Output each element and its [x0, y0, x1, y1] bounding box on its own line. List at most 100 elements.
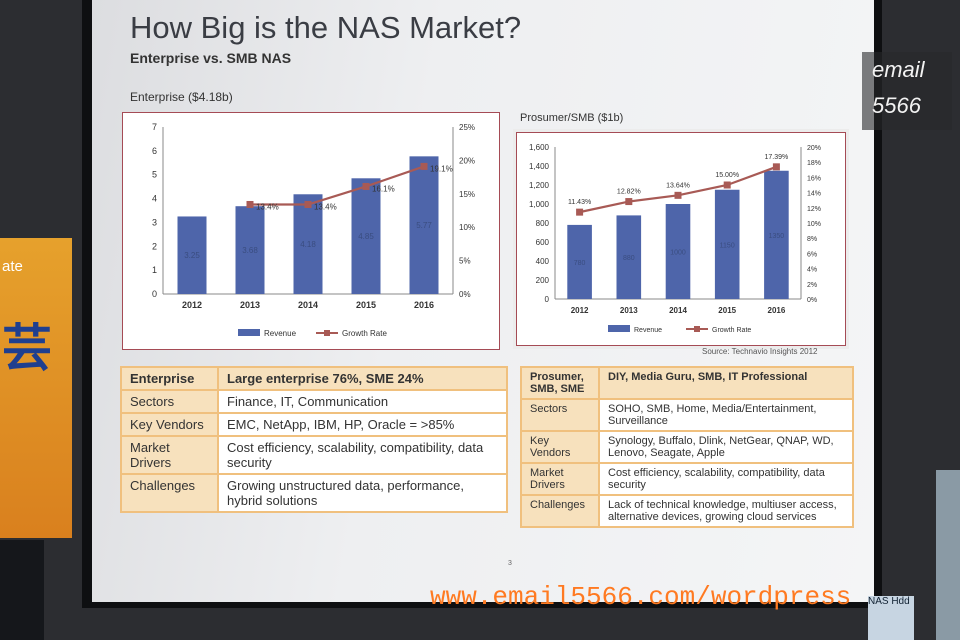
email-watermark: email 5566: [862, 52, 952, 130]
y2-tick-label: 8%: [807, 236, 817, 243]
smb-table-row-label: Challenges: [520, 494, 600, 528]
revenue-bar: [714, 189, 740, 299]
background-book: NAS Hdd: [868, 596, 914, 640]
bar-value-label: 3.25: [184, 251, 200, 260]
enterprise-table-row-label: Challenges: [120, 473, 219, 513]
x-tick-label: 2012: [182, 300, 202, 310]
y2-tick-label: 18%: [807, 160, 821, 167]
y2-tick-label: 16%: [807, 175, 821, 182]
enterprise-chart: 0 1 2 3 4 5 6 7 0% 5% 10% 15% 20% 25% 3.25 2012 3.68 2013…: [122, 112, 500, 350]
revenue-bar: [409, 156, 439, 294]
x-tick-label: 2013: [240, 300, 260, 310]
chart-svg: 0 200 400 600 800 1,000 1,200 1,400 1,600 0% 2% 4% 6…: [529, 143, 821, 334]
source-note: Source: Technavio Insights 2012: [702, 347, 818, 356]
revenue-bar: [293, 194, 323, 294]
background-object: [936, 470, 960, 640]
slide: How Big is the NAS Market? Enterprise vs…: [92, 0, 874, 602]
growth-rate-marker: [246, 200, 254, 208]
enterprise-table-row: Sectors Finance, IT, Communication: [120, 389, 508, 414]
enterprise-table-row: Challenges Growing unstructured data, per…: [120, 473, 508, 513]
y2-tick-label: 10%: [459, 223, 475, 232]
x-tick-label: 2012: [571, 306, 589, 315]
y-tick-label: 800: [536, 219, 550, 228]
x-tick-label: 2015: [356, 300, 376, 310]
x-tick-label: 2014: [669, 306, 687, 315]
bar-value-label: 1000: [670, 250, 686, 257]
y2-tick-label: 4%: [807, 267, 817, 274]
growth-rate-label: 16.1%: [372, 184, 395, 193]
legend-revenue-label: Revenue: [634, 327, 662, 334]
bar-value-label: 1350: [769, 233, 785, 240]
y-tick-label: 1,000: [529, 200, 550, 209]
growth-rate-label: 13.64%: [666, 182, 690, 189]
x-tick-label: 2016: [414, 300, 434, 310]
enterprise-table-row-label: Key Vendors: [120, 412, 219, 437]
enterprise-table-row-label: Sectors: [120, 389, 219, 414]
y2-tick-label: 14%: [807, 191, 821, 198]
smb-table-row: Challenges Lack of technical knowledge, m…: [520, 494, 854, 528]
enterprise-table-row-label: Market Drivers: [120, 435, 219, 475]
background-banner: ate 芸: [0, 238, 72, 538]
y2-tick-label: 2%: [807, 282, 817, 289]
x-tick-label: 2015: [718, 306, 736, 315]
smb-table-row-label: Key Vendors: [520, 430, 600, 464]
smb-table-row-label: Market Drivers: [520, 462, 600, 496]
y-tick-label: 400: [536, 257, 550, 266]
y-tick-label: 600: [536, 238, 550, 247]
growth-rate-marker: [625, 198, 633, 206]
enterprise-table-row-value: Large enterprise 76%, SME 24%: [217, 366, 508, 391]
x-tick-label: 2016: [768, 306, 786, 315]
revenue-bar: [616, 215, 642, 299]
y2-tick-label: 0%: [807, 297, 817, 304]
growth-rate-label: 17.39%: [765, 154, 789, 161]
legend-revenue-swatch: [608, 325, 630, 332]
x-tick-label: 2014: [298, 300, 318, 310]
legend-revenue-label: Revenue: [264, 329, 297, 338]
revenue-bar: [235, 206, 265, 294]
bar-value-label: 4.85: [358, 232, 374, 241]
banner-glyph: 芸: [2, 319, 52, 377]
y2-tick-label: 0%: [459, 290, 471, 299]
enterprise-table: Enterprise Large enterprise 76%, SME 24% S…: [120, 366, 508, 513]
revenue-bar: [351, 178, 381, 294]
growth-rate-marker: [576, 208, 584, 216]
growth-rate-label: 19.1%: [430, 164, 453, 173]
banner-brand-text: ate: [2, 258, 23, 275]
y2-tick-label: 25%: [459, 123, 475, 132]
smb-table: Prosumer, SMB, SME DIY, Media Guru, SMB, …: [520, 366, 854, 528]
legend-growth-label: Growth Rate: [342, 329, 387, 338]
y-tick-label: 5: [152, 170, 157, 180]
enterprise-table-row-label: Enterprise: [120, 366, 219, 391]
y2-tick-label: 10%: [807, 221, 821, 228]
y2-tick-label: 6%: [807, 251, 817, 258]
smb-table-row: Market Drivers Cost efficiency, scalabili…: [520, 462, 854, 496]
enterprise-table-row-value: Cost efficiency, scalability, compatibil…: [217, 435, 508, 475]
enterprise-table-row-value: EMC, NetApp, IBM, HP, Oracle = >85%: [217, 412, 508, 437]
growth-rate-label: 12.82%: [617, 189, 641, 196]
enterprise-table-row: Enterprise Large enterprise 76%, SME 24%: [120, 366, 508, 391]
enterprise-table-row: Market Drivers Cost efficiency, scalabili…: [120, 435, 508, 475]
watermark-line-1: email: [872, 57, 925, 82]
growth-rate-label: 11.43%: [568, 199, 591, 206]
smb-table-row-label: Sectors: [520, 398, 600, 432]
y-tick-label: 6: [152, 146, 157, 156]
y2-tick-label: 15%: [459, 190, 475, 199]
slide-title: How Big is the NAS Market?: [130, 10, 522, 45]
growth-rate-marker: [420, 162, 428, 170]
revenue-bar: [665, 204, 691, 299]
bar-value-label: 880: [623, 255, 635, 262]
y-tick-label: 1: [152, 265, 157, 275]
y-tick-label: 3: [152, 217, 157, 227]
y-tick-label: 1,200: [529, 181, 550, 190]
smb-table-row-value: Lack of technical knowledge, multiuser a…: [598, 494, 854, 528]
y-tick-label: 1,400: [529, 162, 550, 171]
bar-value-label: 1150: [720, 242, 735, 249]
growth-rate-marker: [362, 182, 370, 190]
legend-growth-label: Growth Rate: [712, 327, 751, 334]
smb-table-row-value: Synology, Buffalo, Dlink, NetGear, QNAP,…: [598, 430, 854, 464]
y-tick-label: 7: [152, 122, 157, 132]
y2-tick-label: 12%: [807, 206, 821, 213]
revenue-bar: [764, 170, 789, 299]
y-tick-label: 4: [152, 194, 157, 204]
growth-rate-marker: [723, 181, 731, 189]
